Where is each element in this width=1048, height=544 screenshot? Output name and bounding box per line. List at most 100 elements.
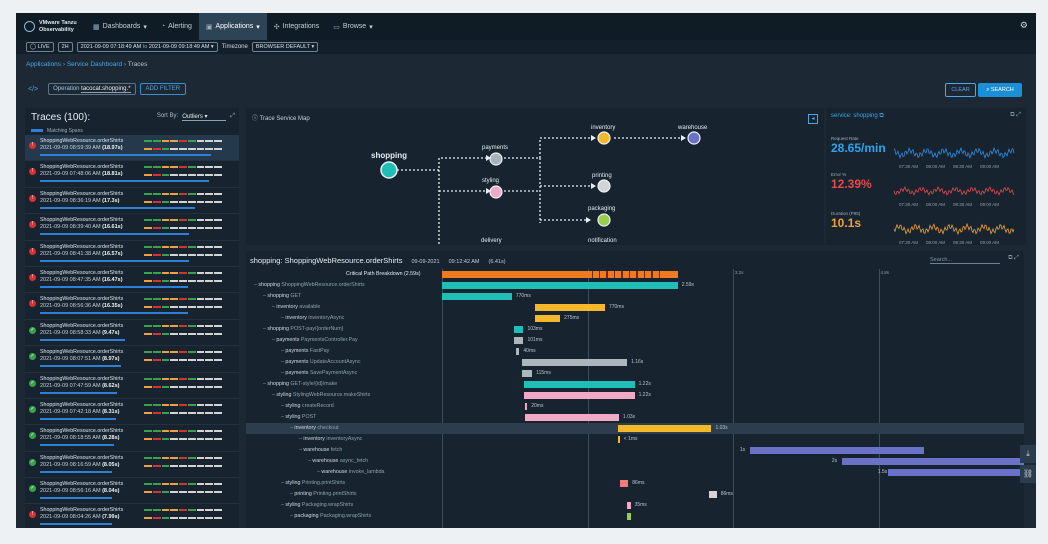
sort-select[interactable]: Outliers ▾ (182, 113, 227, 121)
span-row[interactable]: – payments UpdateAccountAsync 1.16s (246, 357, 1024, 368)
collapse-caret-icon[interactable]: – (299, 447, 304, 453)
info-icon[interactable]: ⓘ (252, 116, 260, 122)
span-row[interactable]: – styling Packaging.wrapShirts 35ms (246, 500, 1024, 511)
node-packaging[interactable] (597, 213, 611, 227)
span-bar[interactable] (535, 315, 561, 322)
collapse-caret-icon[interactable]: – (290, 513, 295, 519)
code-toggle-icon[interactable]: </> (28, 85, 39, 93)
collapse-caret-icon[interactable]: – (263, 381, 268, 387)
operation-filter[interactable]: Operation tacocat.shopping.* (48, 83, 136, 95)
trace-row[interactable]: ! ShoppingWebResource.orderShirts 2021-0… (25, 188, 239, 215)
span-row[interactable]: – inventory inventoryAsync 275ms (246, 313, 1024, 324)
link-icon[interactable]: ⛓ (1020, 465, 1036, 483)
span-row[interactable]: – inventory checkout 1.03s (246, 423, 1024, 434)
trace-row[interactable]: ! ShoppingWebResource.orderShirts 2021-0… (25, 161, 239, 188)
span-bar[interactable] (521, 359, 628, 366)
span-bar[interactable] (627, 513, 631, 520)
nav-integrations[interactable]: ✣ Integrations (273, 23, 320, 31)
collapse-caret-icon[interactable]: – (317, 469, 322, 475)
collapse-caret-icon[interactable]: – (290, 491, 295, 497)
span-row[interactable]: – payments SavePaymentAsync 115ms (246, 368, 1024, 379)
span-bar[interactable] (841, 458, 1024, 465)
span-row[interactable]: – shopping POST-pay/{orderNum} 103ms (246, 324, 1024, 335)
expand-icon[interactable]: ⤢ (230, 113, 235, 119)
span-row[interactable]: – styling POST 1.03s (246, 412, 1024, 423)
gear-icon[interactable]: ⚙ (1019, 20, 1028, 30)
span-bar[interactable] (620, 480, 629, 487)
brand[interactable]: VMware Tanzu Observability (16, 20, 86, 33)
collapse-caret-icon[interactable]: – (281, 502, 286, 508)
span-row[interactable]: – warehouse invoke_lambda 1.5s (246, 467, 1024, 478)
span-bar[interactable] (535, 304, 605, 311)
span-search-input[interactable]: Search... (930, 257, 1000, 264)
collapse-caret-icon[interactable]: – (308, 458, 313, 464)
nav-alerting[interactable]: ◔ Alerting (160, 23, 192, 30)
collapse-caret-icon[interactable]: – (272, 392, 277, 398)
trace-row[interactable]: ! ShoppingWebResource.orderShirts 2021-0… (25, 135, 239, 162)
collapse-caret-icon[interactable]: – (281, 414, 286, 420)
breadcrumb-applications[interactable]: Applications (26, 61, 62, 68)
span-row[interactable]: – payments PaymentsController.Pay 101ms (246, 335, 1024, 346)
collapse-caret-icon[interactable]: – (290, 425, 295, 431)
trace-row[interactable]: ✓ ShoppingWebResource.orderShirts 2021-0… (25, 399, 239, 426)
node-inventory[interactable] (597, 131, 611, 145)
span-bar[interactable] (617, 436, 620, 443)
clear-button[interactable]: CLEAR (945, 83, 976, 97)
trace-row[interactable]: ! ShoppingWebResource.orderShirts 2021-0… (25, 241, 239, 267)
trace-row[interactable]: ✓ ShoppingWebResource.orderShirts 2021-0… (25, 425, 239, 452)
collapse-caret-icon[interactable]: – (263, 326, 268, 332)
span-row[interactable]: Critical Path Breakdown (2.59s) (246, 269, 1024, 280)
collapse-caret-icon[interactable]: – (272, 304, 277, 310)
collapse-caret-icon[interactable]: – (281, 370, 286, 376)
span-bar[interactable] (442, 293, 512, 300)
span-row[interactable]: – payments FastPay 40ms (246, 346, 1024, 357)
span-row[interactable]: – shopping GET 770ms (246, 291, 1024, 302)
nav-browse[interactable]: ▭ Browse ▾ (333, 23, 373, 31)
span-bar[interactable] (525, 403, 528, 410)
trace-row[interactable]: ! ShoppingWebResource.orderShirts 2021-0… (25, 504, 239, 528)
span-row[interactable]: – inventory available 770ms (246, 302, 1024, 313)
collapse-icon[interactable]: ◂ (808, 114, 818, 124)
span-row[interactable]: – warehouse fetch 1s (246, 445, 1024, 456)
span-row[interactable]: – packaging Packaging.wrapShirts (246, 511, 1024, 522)
node-printing[interactable] (597, 179, 611, 193)
span-bar[interactable] (709, 491, 717, 498)
span-bar[interactable] (887, 469, 1024, 476)
span-row[interactable]: – printing Printing.printShirts 86ms (246, 489, 1024, 500)
collapse-caret-icon[interactable]: – (281, 403, 286, 409)
span-bar[interactable] (524, 392, 635, 399)
external-link-icon[interactable]: ⧉ (879, 113, 884, 119)
trace-row[interactable]: ✓ ShoppingWebResource.orderShirts 2021-0… (25, 373, 239, 399)
trace-row[interactable]: ! ShoppingWebResource.orderShirts 2021-0… (25, 293, 239, 320)
span-row[interactable]: – styling createRecord 20ms (246, 401, 1024, 412)
collapse-caret-icon[interactable]: – (281, 315, 286, 321)
span-bar[interactable] (524, 381, 635, 388)
service-title[interactable]: service: shopping (831, 113, 878, 119)
collapse-caret-icon[interactable]: – (254, 282, 259, 288)
live-toggle[interactable]: ◯ LIVE (26, 42, 54, 52)
span-bar[interactable] (442, 271, 678, 278)
span-bar[interactable] (525, 414, 619, 421)
range-selector[interactable]: 2H (57, 42, 73, 52)
node-payments[interactable] (489, 152, 503, 166)
span-row[interactable]: – shopping ShoppingWebResource.orderShir… (246, 280, 1024, 291)
span-bar[interactable] (442, 282, 678, 289)
span-row[interactable]: – styling Printing.printShirts 86ms (246, 478, 1024, 489)
collapse-caret-icon[interactable]: – (272, 337, 277, 343)
trace-row[interactable]: ✓ ShoppingWebResource.orderShirts 2021-0… (25, 346, 239, 373)
nav-applications[interactable]: ▣ Applications ▾ (198, 13, 267, 40)
add-filter-button[interactable]: ADD FILTER (139, 83, 187, 95)
span-bar[interactable] (627, 502, 631, 509)
trace-row[interactable]: ! ShoppingWebResource.orderShirts 2021-0… (25, 267, 239, 294)
node-shopping[interactable] (380, 161, 398, 179)
span-bar[interactable] (749, 447, 925, 454)
span-bar[interactable] (515, 348, 520, 355)
timezone-select[interactable]: BROWSER DEFAULT ▾ (251, 42, 319, 52)
trace-row[interactable]: ! ShoppingWebResource.orderShirts 2021-0… (25, 214, 239, 241)
span-bar[interactable] (521, 370, 533, 377)
trace-row[interactable]: ✓ ShoppingWebResource.orderShirts 2021-0… (25, 452, 239, 479)
search-button[interactable]: ⌕ SEARCH (978, 83, 1022, 97)
span-row[interactable]: – shopping GET-style/{id}/make 1.22s (246, 379, 1024, 390)
download-icon[interactable]: ⤓ (1020, 445, 1036, 463)
node-warehouse[interactable] (687, 131, 701, 145)
